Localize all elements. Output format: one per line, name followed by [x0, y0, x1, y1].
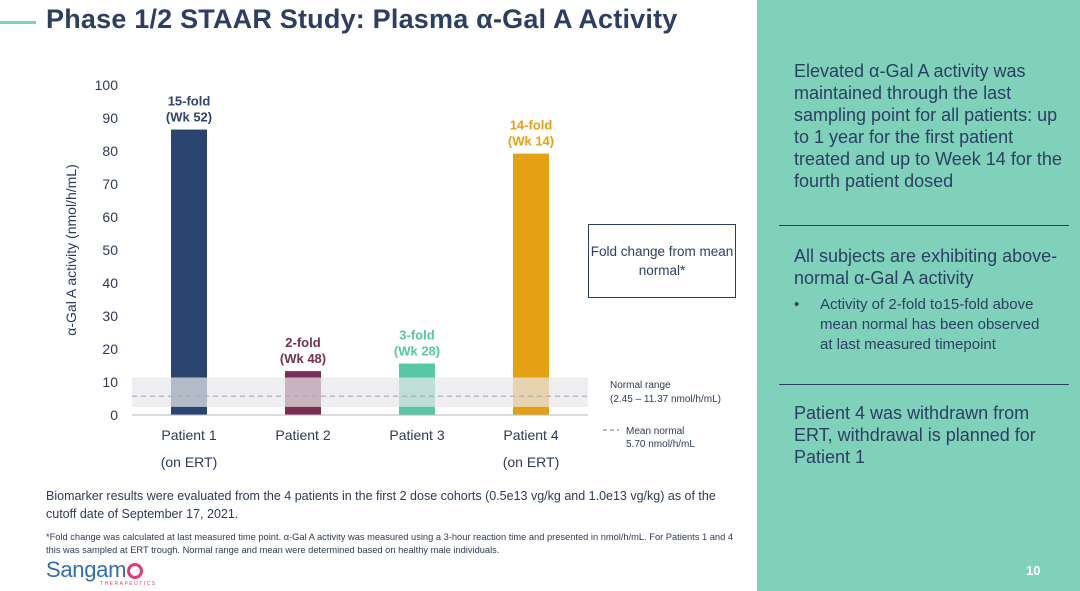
summary-bullet: • Activity of 2-fold to15-fold above mea…: [794, 295, 1054, 355]
bar-chart: 0 10 20 30 40 50 60 70 80 90 100 α-Gal A activity (…: [63, 77, 721, 470]
fold-label: 3-fold: [399, 328, 434, 343]
category-sublabel: (on ERT): [503, 454, 560, 470]
fold-label: 2-fold: [285, 335, 320, 350]
summary-point-1: Elevated α-Gal A activity was maintained…: [794, 61, 1062, 191]
mean-normal-label: Mean normal: [626, 426, 684, 437]
fold-label: 15-fold: [168, 94, 211, 109]
logo-o-mark: [127, 563, 144, 579]
week-label: (Wk 52): [166, 110, 212, 125]
normal-range-band: [132, 377, 588, 407]
y-axis-label: α-Gal A activity (nmol/h/mL): [63, 164, 79, 335]
sangamo-logo: Sangam THERAPEUTICS: [46, 557, 155, 587]
y-tick-label: 60: [102, 209, 118, 225]
summary-bullet-text: Activity of 2-fold to15-fold above mean …: [820, 296, 1040, 353]
mean-normal-value: 5.70 nmol/h/mL: [626, 439, 695, 450]
biomarker-note: Biomarker results were evaluated from th…: [46, 489, 716, 521]
footnote: *Fold change was calculated at last meas…: [46, 532, 733, 555]
logo-tagline: THERAPEUTICS: [100, 581, 157, 587]
category-label: Patient 3: [389, 427, 444, 443]
y-tick-label: 20: [102, 341, 118, 357]
y-tick-label: 50: [102, 242, 118, 258]
title-accent-rule: [0, 21, 36, 24]
category-label: Patient 1: [161, 427, 216, 443]
y-tick-label: 80: [102, 143, 118, 159]
week-label: (Wk 14): [508, 134, 554, 149]
bar-1: [171, 129, 207, 416]
y-tick-label: 90: [102, 110, 118, 126]
summary-point-3: Patient 4 was withdrawn from ERT, withdr…: [794, 403, 1036, 467]
summary-panel: Elevated α-Gal A activity was maintained…: [757, 0, 1080, 591]
bar-4: [513, 153, 549, 415]
category-sublabel: (on ERT): [161, 454, 218, 470]
category-label: Patient 4: [503, 427, 558, 443]
category-label: Patient 2: [275, 427, 330, 443]
bullet-icon: •: [794, 296, 800, 313]
fold-label: 14-fold: [510, 118, 553, 133]
page-number: 10: [1026, 563, 1041, 578]
y-tick-label: 0: [110, 407, 118, 423]
normal-range-label: Normal range: [610, 380, 671, 391]
y-tick-label: 70: [102, 176, 118, 192]
week-label: (Wk 48): [280, 351, 326, 366]
divider: [779, 225, 1069, 226]
logo-wordmark: Sangam: [46, 557, 127, 582]
y-tick-label: 10: [102, 374, 118, 390]
fold-change-box: Fold change from mean normal*: [588, 224, 736, 298]
y-tick-label: 100: [95, 77, 119, 93]
summary-point-2: All subjects are exhibiting above-normal…: [794, 246, 1058, 288]
normal-range-values: (2.45 – 11.37 nmol/h/mL): [610, 394, 721, 405]
y-tick-label: 30: [102, 308, 118, 324]
divider: [779, 384, 1069, 385]
page-title: Phase 1/2 STAAR Study: Plasma α-Gal A Ac…: [46, 4, 678, 34]
y-tick-label: 40: [102, 275, 118, 291]
week-label: (Wk 28): [394, 344, 440, 359]
